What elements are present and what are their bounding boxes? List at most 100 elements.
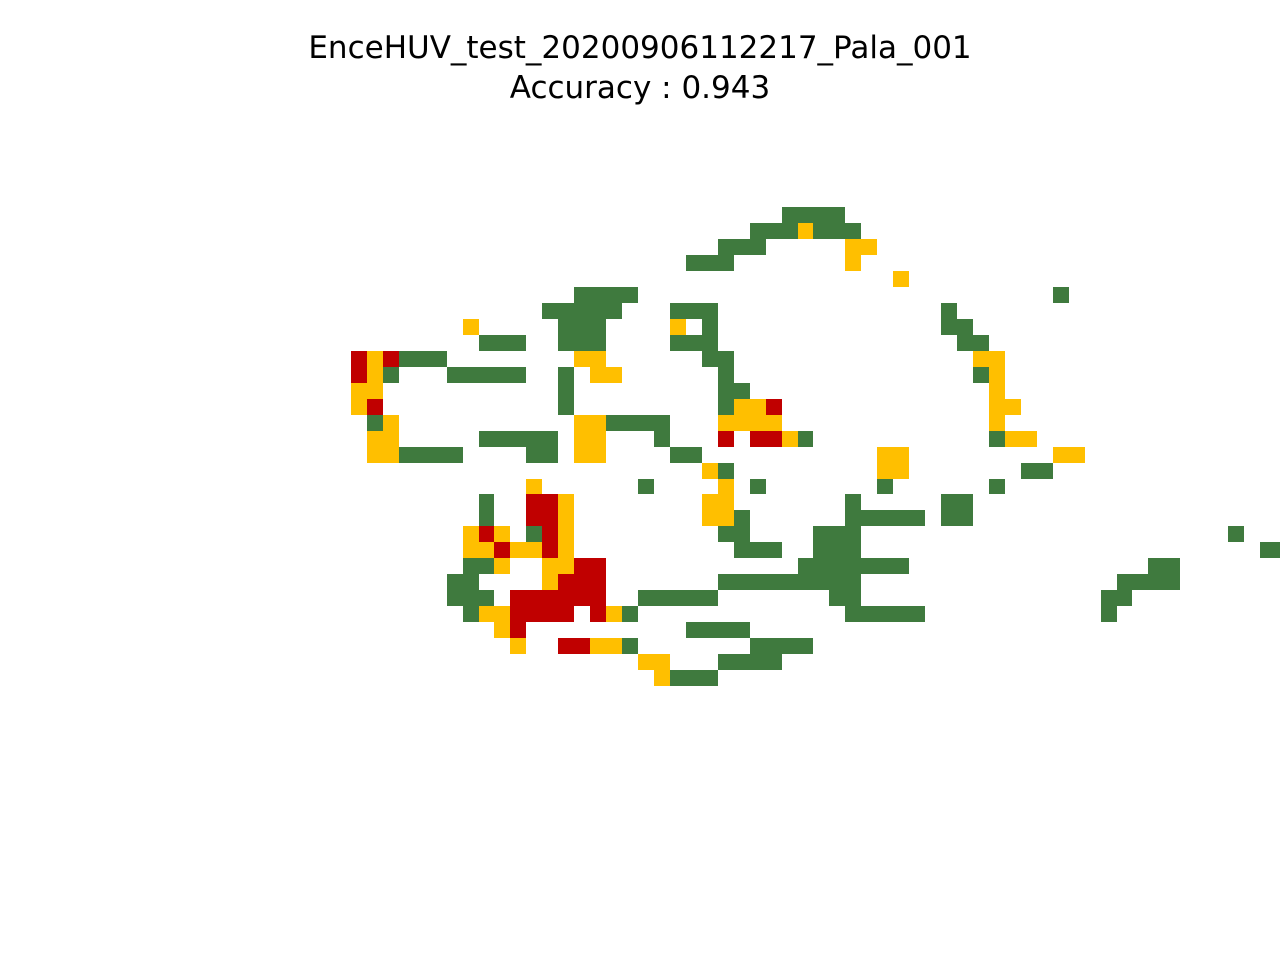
near-miss-cell <box>558 510 574 526</box>
correct-cell <box>463 367 479 383</box>
correct-cell <box>798 574 813 590</box>
correct-cell <box>1037 463 1053 479</box>
correct-cell <box>670 447 686 463</box>
near-miss-cell <box>845 239 861 255</box>
correct-cell <box>1101 590 1117 606</box>
near-miss-cell <box>893 463 909 479</box>
near-miss-cell <box>479 606 494 622</box>
correct-cell <box>1260 542 1276 558</box>
correct-cell <box>1132 574 1148 590</box>
correct-cell <box>1117 590 1132 606</box>
correct-cell <box>622 606 638 622</box>
error-cell <box>383 351 399 367</box>
correct-cell <box>686 622 702 638</box>
near-miss-cell <box>367 351 383 367</box>
near-miss-cell <box>1005 431 1021 447</box>
correct-cell <box>750 574 766 590</box>
correct-cell <box>702 351 718 367</box>
correct-cell <box>558 335 574 351</box>
error-cell <box>526 510 542 526</box>
correct-cell <box>877 510 893 526</box>
correct-cell <box>750 479 766 494</box>
near-miss-cell <box>367 431 383 447</box>
near-miss-cell <box>463 319 479 335</box>
near-miss-cell <box>734 415 750 431</box>
correct-cell <box>766 542 782 558</box>
near-miss-cell <box>861 239 877 255</box>
error-cell <box>351 367 367 383</box>
correct-cell <box>638 479 654 494</box>
correct-cell <box>734 510 750 526</box>
correct-cell <box>686 670 702 686</box>
error-cell <box>367 399 383 415</box>
correct-cell <box>829 590 845 606</box>
correct-cell <box>734 622 750 638</box>
correct-cell <box>718 574 734 590</box>
correct-cell <box>479 510 494 526</box>
correct-cell <box>734 383 750 399</box>
near-miss-cell <box>734 399 750 415</box>
correct-cell <box>798 558 813 574</box>
near-miss-cell <box>606 606 622 622</box>
near-miss-cell <box>590 367 606 383</box>
near-miss-cell <box>558 558 574 574</box>
correct-cell <box>431 447 447 463</box>
correct-cell <box>829 223 845 239</box>
correct-cell <box>957 319 973 335</box>
correct-cell <box>909 606 925 622</box>
correct-cell <box>431 351 447 367</box>
near-miss-cell <box>702 463 718 479</box>
correct-cell <box>782 638 798 654</box>
near-miss-cell <box>973 351 989 367</box>
correct-cell <box>590 335 606 351</box>
correct-cell <box>702 335 718 351</box>
near-miss-cell <box>877 447 893 463</box>
near-miss-cell <box>654 670 670 686</box>
correct-cell <box>654 415 670 431</box>
correct-cell <box>1021 463 1037 479</box>
correct-cell <box>606 303 622 319</box>
correct-cell <box>973 335 989 351</box>
correct-cell <box>686 303 702 319</box>
correct-cell <box>766 574 782 590</box>
near-miss-cell <box>494 622 510 638</box>
correct-cell <box>590 319 606 335</box>
correct-cell <box>463 606 479 622</box>
near-miss-cell <box>590 447 606 463</box>
near-miss-cell <box>606 367 622 383</box>
correct-cell <box>877 479 893 494</box>
near-miss-cell <box>367 367 383 383</box>
near-miss-cell <box>351 383 367 399</box>
near-miss-cell <box>702 494 718 510</box>
correct-cell <box>638 590 654 606</box>
correct-cell <box>909 510 925 526</box>
error-cell <box>510 590 526 606</box>
near-miss-cell <box>574 415 590 431</box>
correct-cell <box>526 526 542 542</box>
error-cell <box>494 542 510 558</box>
error-cell <box>542 526 558 542</box>
near-miss-cell <box>494 606 510 622</box>
correct-cell <box>463 590 479 606</box>
correct-cell <box>479 335 494 351</box>
near-miss-cell <box>718 415 734 431</box>
near-miss-cell <box>989 367 1005 383</box>
correct-cell <box>718 367 734 383</box>
correct-cell <box>686 590 702 606</box>
correct-cell <box>750 223 766 239</box>
correct-cell <box>494 431 510 447</box>
correct-cell <box>829 558 845 574</box>
correct-cell <box>542 303 558 319</box>
near-miss-cell <box>590 638 606 654</box>
correct-cell <box>686 335 702 351</box>
correct-cell <box>702 255 718 271</box>
correct-cell <box>813 526 829 542</box>
error-cell <box>510 622 526 638</box>
correct-cell <box>957 494 973 510</box>
correct-cell <box>973 367 989 383</box>
correct-cell <box>893 510 909 526</box>
error-cell <box>590 606 606 622</box>
correct-cell <box>718 463 734 479</box>
near-miss-cell <box>877 463 893 479</box>
correct-cell <box>734 542 750 558</box>
